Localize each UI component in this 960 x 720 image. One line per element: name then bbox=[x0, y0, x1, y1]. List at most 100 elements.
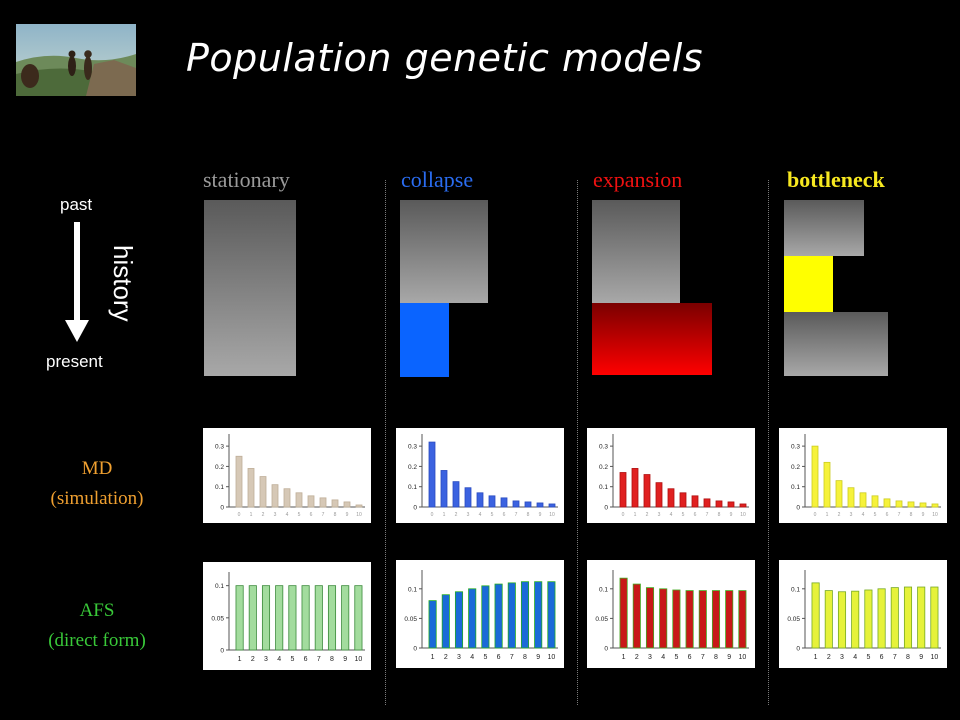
bar-9 bbox=[727, 501, 735, 508]
md-chart-bottleneck: 0 0.1 0.2 0.3 0 1 2 3 4 5 6 7 8 9 10 bbox=[779, 428, 947, 523]
time-arrow-icon bbox=[65, 222, 89, 342]
column-separator bbox=[768, 180, 769, 705]
bar-6 bbox=[877, 588, 886, 649]
afs-chart-expansion: 0 0.05 0.1 1 2 3 4 5 6 7 8 9 10 bbox=[587, 560, 755, 668]
x-tick-label: 3 bbox=[467, 512, 470, 518]
x-tick-label: 8 bbox=[334, 512, 337, 518]
x-tick-label: 10 bbox=[548, 654, 556, 661]
bar-1 bbox=[811, 582, 820, 649]
x-tick-label: 9 bbox=[346, 512, 349, 518]
md-chart-collapse: 0 0.1 0.2 0.3 0 1 2 3 4 5 6 7 8 9 10 bbox=[396, 428, 564, 523]
bar-7 bbox=[895, 500, 903, 508]
x-tick-label: 4 bbox=[277, 656, 281, 663]
md-label-line1: MD bbox=[81, 458, 113, 479]
bar-7 bbox=[703, 498, 711, 508]
x-tick-label: 8 bbox=[718, 512, 721, 518]
x-tick-label: 0 bbox=[814, 512, 817, 518]
bar-9 bbox=[341, 585, 350, 651]
hominid-landscape-photo bbox=[16, 24, 136, 96]
x-tick-label: 9 bbox=[922, 512, 925, 518]
x-tick-label: 9 bbox=[730, 512, 733, 518]
bar-8 bbox=[524, 501, 532, 508]
bar-6 bbox=[307, 495, 315, 508]
x-tick-label: 0 bbox=[238, 512, 241, 518]
x-tick-label: 3 bbox=[658, 512, 661, 518]
bar-2 bbox=[441, 594, 450, 649]
x-tick-label: 7 bbox=[322, 512, 325, 518]
md-chart-svg: 0 0.1 0.2 0.3 0 1 2 3 4 5 6 7 8 9 10 bbox=[791, 434, 941, 518]
bar-1 bbox=[631, 468, 639, 508]
bar-3 bbox=[261, 585, 271, 651]
md-chart-expansion: 0 0.1 0.2 0.3 0 1 2 3 4 5 6 7 8 9 10 bbox=[587, 428, 755, 523]
x-tick-label: 2 bbox=[635, 654, 639, 661]
x-tick-label: 2 bbox=[455, 512, 458, 518]
bar-2 bbox=[248, 585, 257, 651]
y-tick-label: 0.3 bbox=[215, 444, 224, 451]
model-label-stationary: stationary bbox=[203, 167, 290, 192]
md-chart-svg: 0 0.1 0.2 0.3 0 1 2 3 4 5 6 7 8 9 10 bbox=[599, 434, 749, 518]
bar-6 bbox=[685, 590, 694, 649]
x-tick-label: 4 bbox=[470, 654, 474, 661]
x-tick-label: 2 bbox=[262, 512, 265, 518]
x-tick-label: 4 bbox=[286, 512, 289, 518]
bar-3 bbox=[454, 591, 464, 649]
bar-5 bbox=[481, 585, 490, 649]
bar-6 bbox=[494, 583, 503, 649]
model-label-expansion: expansion bbox=[593, 167, 683, 192]
y-tick-label: 0.2 bbox=[599, 464, 608, 471]
bar-1 bbox=[247, 468, 255, 508]
x-tick-label: 6 bbox=[880, 654, 884, 661]
y-tick-label: 0.1 bbox=[599, 484, 608, 491]
bar-8 bbox=[907, 501, 915, 508]
bar-4 bbox=[851, 590, 860, 649]
bar-7 bbox=[698, 590, 707, 649]
x-tick-label: 9 bbox=[536, 654, 540, 661]
x-tick-label: 5 bbox=[866, 654, 870, 661]
bar-5 bbox=[871, 495, 879, 508]
x-tick-label: 6 bbox=[688, 654, 692, 661]
bar-10 bbox=[547, 581, 556, 649]
bar-5 bbox=[679, 492, 687, 508]
y-tick-label: 0 bbox=[796, 646, 800, 653]
x-tick-label: 8 bbox=[714, 654, 718, 661]
x-tick-label: 9 bbox=[539, 512, 542, 518]
y-tick-label: 0.1 bbox=[791, 484, 800, 491]
history-label: history bbox=[108, 245, 138, 322]
x-tick-label: 7 bbox=[515, 512, 518, 518]
model-label-bottleneck: bottleneck bbox=[787, 167, 885, 192]
bar-10 bbox=[739, 503, 747, 508]
bar-3 bbox=[464, 487, 472, 508]
bar-2 bbox=[259, 476, 267, 508]
bar-1 bbox=[440, 470, 448, 508]
bar-3 bbox=[645, 587, 655, 649]
x-tick-label: 9 bbox=[919, 654, 923, 661]
bar-1 bbox=[619, 577, 628, 649]
x-tick-label: 10 bbox=[739, 654, 747, 661]
x-tick-label: 1 bbox=[814, 654, 818, 661]
bar-8 bbox=[327, 585, 337, 651]
x-tick-label: 3 bbox=[850, 512, 853, 518]
x-tick-label: 10 bbox=[740, 512, 746, 518]
afs-label-line2: (direct form) bbox=[48, 630, 146, 651]
x-tick-label: 7 bbox=[510, 654, 514, 661]
bar-7 bbox=[314, 585, 323, 651]
x-tick-label: 3 bbox=[274, 512, 277, 518]
md-chart-svg: 0 0.1 0.2 0.3 0 1 2 3 4 5 6 7 8 9 10 bbox=[215, 434, 365, 518]
y-tick-label: 0.1 bbox=[791, 586, 800, 593]
bar-5 bbox=[672, 589, 681, 649]
bar-4 bbox=[859, 492, 867, 508]
x-tick-label: 4 bbox=[853, 654, 857, 661]
x-tick-label: 10 bbox=[931, 654, 939, 661]
x-tick-label: 10 bbox=[932, 512, 938, 518]
y-tick-label: 0 bbox=[796, 505, 800, 512]
x-tick-label: 7 bbox=[898, 512, 901, 518]
x-tick-label: 4 bbox=[479, 512, 482, 518]
afs-chart-bottleneck: 0 0.05 0.1 1 2 3 4 5 6 7 8 9 10 bbox=[779, 560, 947, 668]
md-label-line2: (simulation) bbox=[50, 488, 144, 509]
bar-8 bbox=[903, 586, 913, 649]
afs-chart-svg: 0 0.05 0.1 1 2 3 4 5 6 7 8 9 10 bbox=[404, 570, 558, 661]
bar-0 bbox=[428, 441, 436, 508]
bar-8 bbox=[711, 590, 721, 649]
y-tick-label: 0 bbox=[220, 648, 224, 655]
bar-9 bbox=[343, 501, 351, 508]
